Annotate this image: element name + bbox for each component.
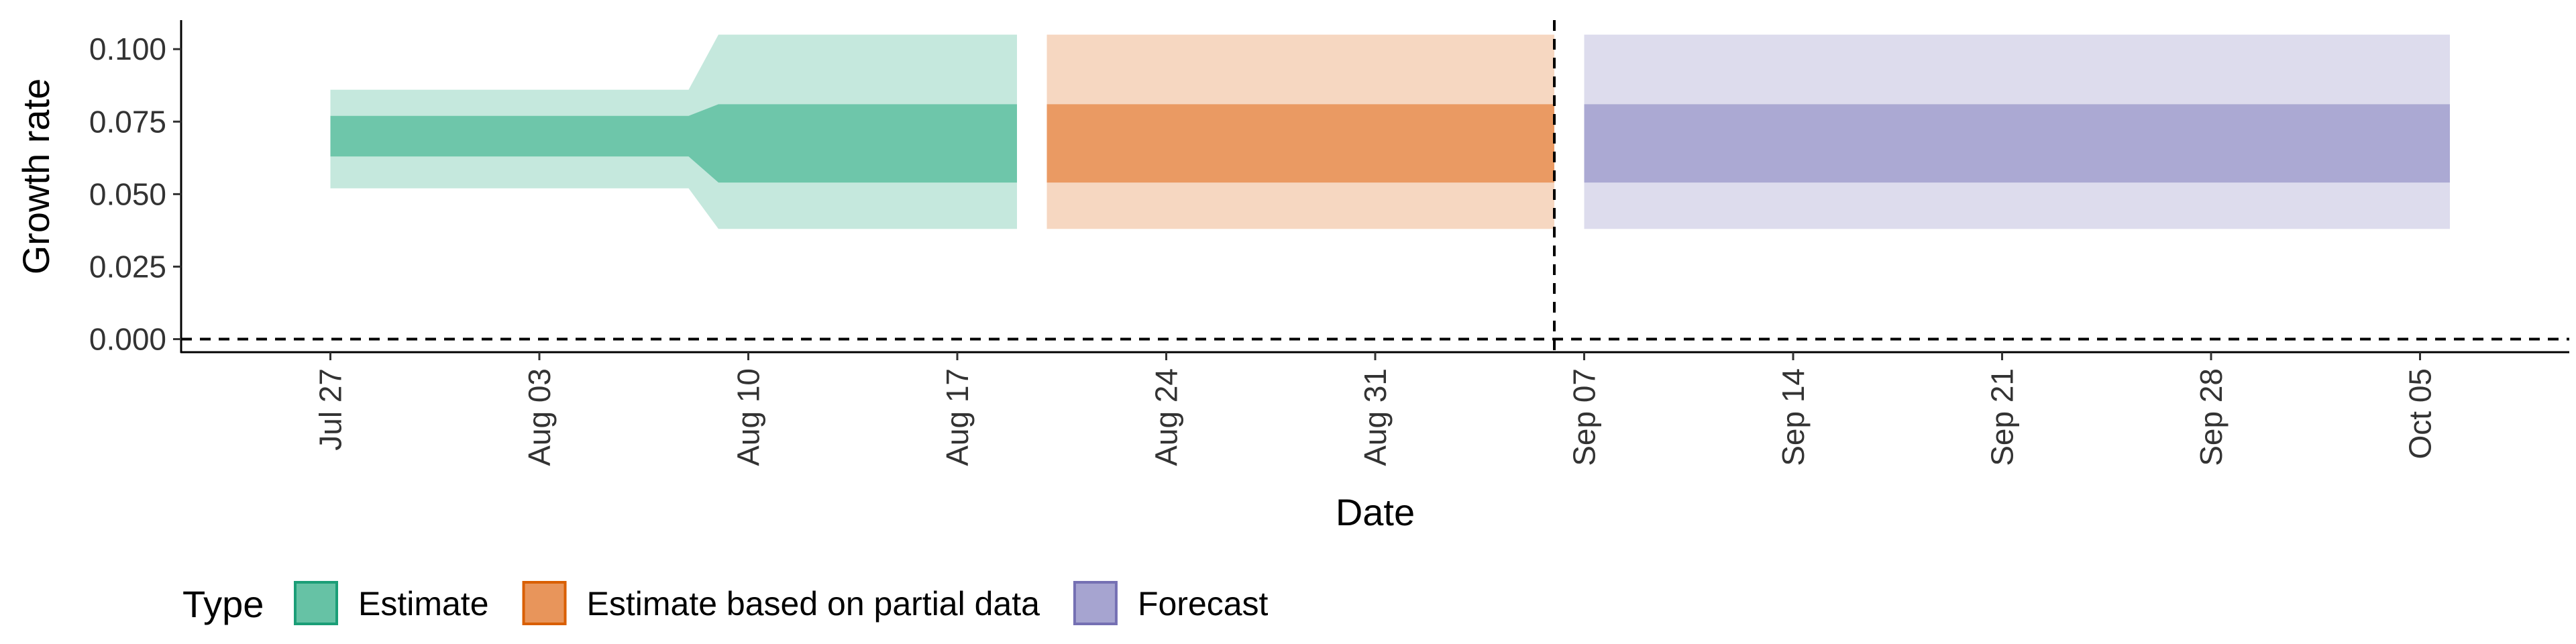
legend-label-estimate-based-on-partial-data: Estimate based on partial data — [587, 585, 1040, 623]
y-tick-label: 0.075 — [89, 104, 166, 139]
x-tick-label: Sep 07 — [1567, 368, 1602, 466]
x-tick-label: Aug 17 — [940, 368, 975, 466]
x-tick-label: Aug 03 — [522, 368, 557, 466]
legend-key-forecast — [1073, 581, 1118, 625]
y-tick-label: 0.100 — [89, 32, 166, 66]
series-forecast — [1584, 34, 2450, 229]
inner-band-estimate — [330, 104, 1017, 183]
inner-band-forecast — [1584, 104, 2450, 183]
ribbon-bands — [330, 34, 2450, 229]
x-tick-label: Aug 24 — [1149, 368, 1184, 466]
legend-label-forecast: Forecast — [1138, 585, 1269, 623]
x-axis-title: Date — [1336, 491, 1415, 533]
legend-title: Type — [182, 583, 264, 625]
series-estimate-based-on-partial-data — [1046, 34, 1554, 229]
legend-label-estimate: Estimate — [358, 585, 489, 623]
x-tick-label: Sep 28 — [2194, 368, 2229, 466]
series-estimate — [330, 34, 1017, 229]
y-tick-label: 0.000 — [89, 322, 166, 357]
y-axis-title: Growth rate — [15, 78, 57, 275]
x-tick-label: Aug 10 — [731, 368, 766, 466]
x-tick-label: Aug 31 — [1358, 368, 1393, 466]
legend: Type Estimate Estimate based on partial d… — [182, 581, 1269, 625]
tick-marks-and-labels: 0.000 0.025 0.050 0.075 0.100 Jul 27 Aug 03 Aug… — [89, 32, 2438, 466]
legend-key-estimate — [294, 581, 338, 625]
x-tick-label: Oct 05 — [2403, 368, 2438, 460]
x-tick-label: Jul 27 — [313, 368, 348, 451]
legend-key-estimate-based-on-partial-data — [522, 581, 567, 625]
x-tick-label: Sep 14 — [1776, 368, 1811, 466]
x-tick-label: Sep 21 — [1985, 368, 2020, 466]
inner-band-estimate-based-on-partial-data — [1046, 104, 1554, 183]
y-tick-label: 0.050 — [89, 176, 166, 211]
reference-lines — [181, 20, 2569, 352]
y-tick-label: 0.025 — [89, 249, 166, 284]
